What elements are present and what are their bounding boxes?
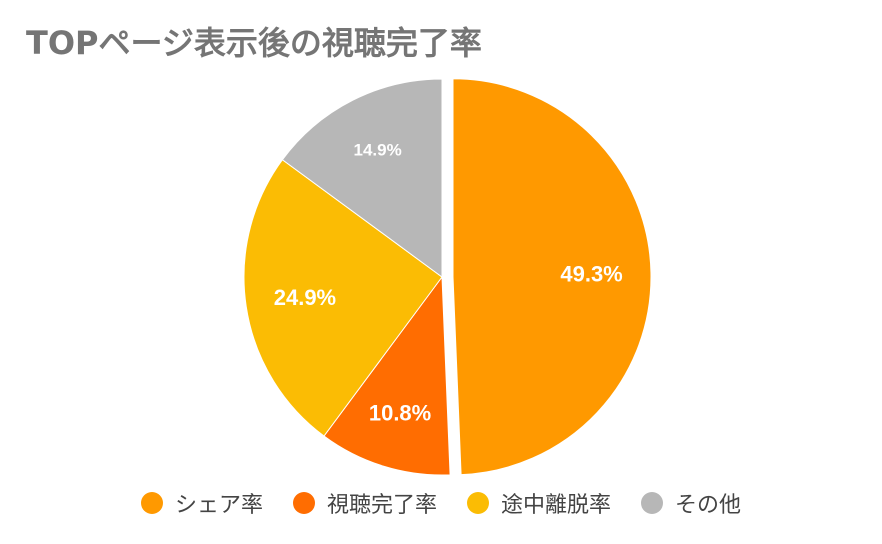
chart-title: TOPページ表示後の視聴完了率 [26, 24, 482, 62]
chart-legend: シェア率 視聴完了率 途中離脱率 その他 [0, 487, 882, 519]
legend-label: 視聴完了率 [326, 493, 437, 518]
legend-item-1: シェア率 [140, 487, 263, 519]
pie-slice-3 [243, 159, 443, 437]
pie-slice-4 [281, 78, 443, 278]
pie-slices [243, 78, 652, 476]
pie-slice-labels: 49.3% 10.8% 24.9% 14.9% [274, 140, 623, 425]
legend-label: 途中離脱率 [501, 493, 612, 518]
pie-slice-1-label: 49.3% [560, 261, 622, 286]
legend-item-3: 途中離脱率 [467, 487, 611, 519]
pie-slice-3-label: 24.9% [274, 285, 336, 310]
pie-slice-2 [323, 275, 451, 476]
pie-slice-4-label: 14.9% [354, 140, 402, 159]
legend-item-2: 視聴完了率 [292, 487, 437, 519]
legend-swatch [467, 492, 489, 514]
legend-label: その他 [675, 493, 742, 518]
pie-slice-1 [452, 78, 652, 476]
legend-swatch [641, 492, 664, 514]
legend-item-4: その他 [641, 487, 741, 519]
pie-slice-2-label: 10.8% [369, 401, 431, 426]
legend-swatch [292, 492, 315, 514]
legend-swatch [140, 492, 163, 514]
legend-label: シェア率 [174, 493, 263, 518]
